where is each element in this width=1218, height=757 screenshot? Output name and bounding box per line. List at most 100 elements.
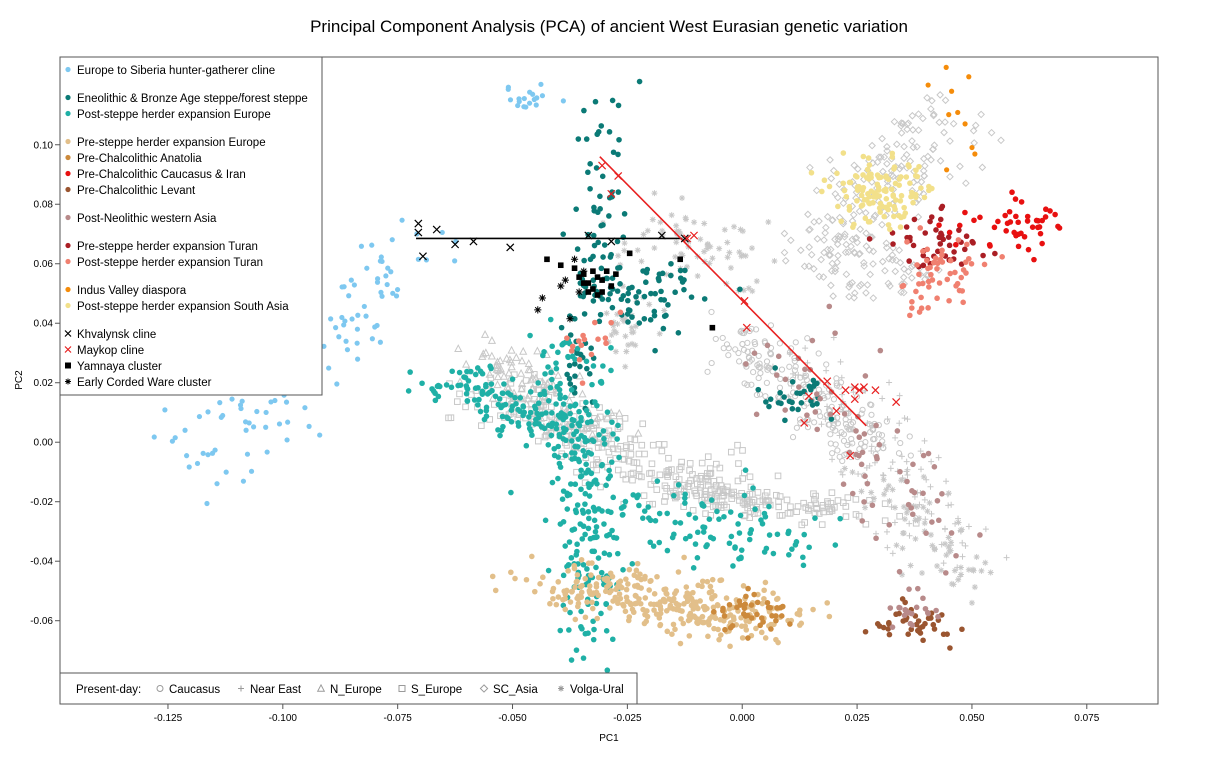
data-point [497, 432, 503, 439]
present-day-legend-box [59, 672, 638, 705]
data-point [624, 297, 631, 304]
data-point [653, 486, 661, 493]
data-point [447, 414, 455, 422]
data-point [761, 595, 767, 602]
data-point [924, 508, 931, 515]
data-point [560, 425, 567, 431]
data-point [1004, 220, 1011, 227]
data-point [927, 218, 933, 225]
data-point [590, 232, 597, 239]
data-point [649, 216, 656, 223]
data-point [585, 508, 592, 515]
data-point [656, 330, 663, 337]
data-point [572, 356, 578, 363]
data-point [555, 594, 562, 600]
x-tick-label: -0.100 [269, 713, 298, 724]
data-point [562, 394, 568, 401]
data-point [864, 420, 871, 427]
data-point [523, 394, 533, 403]
data-point [589, 599, 595, 606]
data-point [928, 458, 935, 465]
data-point [856, 225, 865, 234]
data-point [263, 424, 269, 430]
data-point [804, 424, 812, 431]
data-point [836, 432, 843, 439]
data-point [669, 631, 675, 637]
data-point [731, 223, 738, 230]
data-point [508, 569, 514, 576]
data-point [268, 399, 274, 405]
data-point [842, 240, 851, 249]
data-point [968, 260, 975, 267]
data-point [741, 501, 749, 508]
data-point [699, 619, 706, 626]
data-point [598, 379, 605, 385]
data-point [599, 277, 605, 283]
data-point [775, 595, 781, 602]
data-point [520, 404, 527, 410]
data-point [621, 240, 628, 247]
data-point [603, 600, 609, 607]
data-point [955, 576, 962, 583]
data-point [583, 461, 589, 468]
data-point [512, 353, 521, 361]
data-point [981, 261, 988, 268]
data-point [672, 626, 678, 633]
data-point [686, 460, 694, 467]
data-point [717, 577, 723, 584]
legend-marker [65, 170, 71, 177]
data-point [734, 477, 742, 485]
data-point [869, 294, 878, 302]
data-point [1021, 233, 1028, 240]
data-point [595, 506, 602, 512]
data-point [871, 459, 878, 466]
data-point [762, 513, 769, 520]
y-tick-label: 0.02 [34, 378, 54, 389]
data-point [831, 264, 840, 273]
data-point [620, 567, 626, 573]
data-point [654, 478, 661, 484]
data-point [689, 507, 697, 514]
data-point [995, 218, 1001, 225]
data-point [348, 277, 354, 283]
data-point [894, 428, 901, 434]
data-point [614, 321, 621, 328]
data-point [558, 324, 565, 331]
data-point [567, 403, 574, 410]
data-point [665, 302, 671, 308]
data-point [683, 234, 692, 243]
data-point [703, 543, 709, 550]
data-point [448, 384, 455, 391]
data-point [652, 517, 659, 524]
data-point [840, 481, 847, 488]
data-point [877, 153, 885, 162]
data-point [701, 220, 708, 227]
data-point [997, 136, 1005, 145]
data-point [641, 315, 648, 322]
data-point [627, 470, 635, 478]
data-point [774, 472, 782, 480]
data-point [897, 119, 906, 127]
data-point [901, 516, 908, 523]
data-point [771, 257, 778, 264]
data-point [786, 552, 792, 558]
data-point [634, 560, 641, 567]
data-point [557, 282, 565, 290]
data-point [546, 422, 552, 429]
data-point [714, 508, 720, 515]
data-point [856, 434, 863, 441]
data-point [848, 235, 857, 244]
data-point [656, 539, 663, 546]
data-point [908, 610, 915, 617]
data-point [487, 351, 496, 360]
data-point [526, 375, 536, 384]
data-point [781, 256, 790, 265]
data-point [668, 260, 674, 267]
data-point [647, 517, 654, 524]
data-point [921, 194, 928, 201]
data-point [727, 643, 733, 650]
data-point [906, 258, 912, 264]
data-point [615, 189, 622, 195]
data-point [487, 336, 497, 344]
